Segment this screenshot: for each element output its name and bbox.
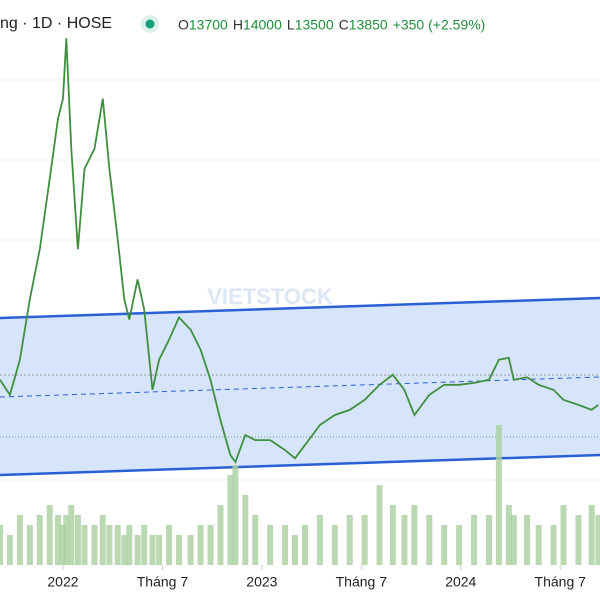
volume-bar [6, 535, 13, 565]
x-tick-label: Tháng 7 [535, 574, 587, 590]
volume-bar [91, 525, 98, 565]
channel-mid [0, 376, 600, 398]
ohlc-value: 13500 [295, 17, 334, 33]
volume-bar [267, 525, 274, 565]
volume-bar [560, 505, 567, 565]
volume-bar [510, 515, 517, 565]
volume-bar [99, 515, 106, 565]
volume-bar [595, 515, 600, 565]
volume-bar [471, 515, 478, 565]
volume-bar [46, 505, 53, 565]
volume-bar [55, 515, 62, 565]
volume-bar [301, 525, 308, 565]
volume-bar [485, 515, 492, 565]
volume-bar [134, 535, 141, 565]
volume-bar [575, 515, 582, 565]
ohlc-value: 13850 [349, 17, 388, 33]
volume-bar [495, 425, 502, 565]
ohlc-value: 14000 [243, 17, 282, 33]
volume-bar [156, 535, 163, 565]
volume-bar [68, 505, 75, 565]
volume-bar [252, 515, 259, 565]
volume-bar [316, 515, 323, 565]
volume-bar [376, 485, 383, 565]
volume-bar [456, 525, 463, 565]
x-axis: 2022 Tháng 7 2023 Tháng 7 2024 Tháng 7 [47, 565, 586, 590]
x-tick-label: 2022 [47, 574, 78, 590]
volume-bar [74, 515, 81, 565]
price-layer [0, 38, 599, 464]
volume-bar [114, 525, 121, 565]
watermark: VIETSTOCK [207, 284, 333, 309]
volume-bar [550, 525, 557, 565]
volume-bar [149, 535, 156, 565]
volume-bar [81, 525, 88, 565]
volume-bar [36, 515, 43, 565]
volume-bar [411, 505, 418, 565]
ohlc-label: H [233, 17, 243, 33]
volume-bar [401, 515, 408, 565]
volume-bar [166, 525, 173, 565]
volume-bar [197, 525, 204, 565]
volume-bar [441, 525, 448, 565]
volume-bar [346, 515, 353, 565]
ohlc-value: 13700 [189, 17, 228, 33]
volume-bar [176, 535, 183, 565]
change: +350 (+2.59%) [393, 17, 486, 33]
volume-bar [389, 505, 396, 565]
volume-bar [242, 495, 249, 565]
volume-bar [505, 505, 512, 565]
volume-layer [0, 425, 600, 565]
volume-bar [217, 505, 224, 565]
volume-bar [524, 515, 531, 565]
volume-bar [126, 525, 133, 565]
volume-bar [588, 505, 595, 565]
volume-bar [106, 525, 113, 565]
x-tick-label: Tháng 7 [336, 574, 388, 590]
channel-top [0, 296, 600, 320]
volume-bar [141, 525, 148, 565]
volume-bar [16, 515, 23, 565]
volume-bar [227, 475, 234, 565]
volume-bar [331, 525, 338, 565]
volume-bar [535, 525, 542, 565]
volume-bar [63, 515, 70, 565]
volume-bar [26, 525, 33, 565]
volume-bar [59, 525, 66, 565]
volume-bar [361, 515, 368, 565]
price-line [0, 38, 599, 464]
x-tick-label: Tháng 7 [137, 574, 189, 590]
volume-bar [121, 535, 128, 565]
volume-bar [207, 525, 214, 565]
status-dot [145, 19, 155, 29]
header: ng · 1D · HOSE O 13700 H 14000 L 13500 C 13850 +… [0, 15, 485, 33]
ohlc: O 13700 H 14000 L 13500 C 13850 +350 (+2.59%) [178, 17, 485, 33]
volume-bar [187, 535, 194, 565]
symbol: ng · 1D · HOSE [0, 15, 112, 32]
volume-bar [426, 515, 433, 565]
volume-bar [0, 525, 3, 565]
volume-bar [232, 465, 239, 565]
volume-bar [292, 535, 299, 565]
volume-bar [282, 525, 289, 565]
ohlc-label: L [287, 17, 295, 33]
ohlc-label: C [339, 17, 349, 33]
x-tick-label: 2023 [246, 574, 277, 590]
ohlc-label: O [178, 17, 189, 33]
x-tick-label: 2024 [445, 574, 476, 590]
